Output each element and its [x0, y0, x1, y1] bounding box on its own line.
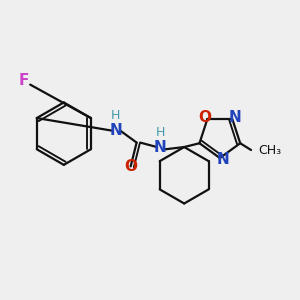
Text: O: O	[198, 110, 211, 125]
Text: N: N	[216, 152, 229, 167]
Text: N: N	[154, 140, 167, 154]
Text: N: N	[110, 123, 122, 138]
Text: H: H	[156, 126, 165, 139]
Text: N: N	[229, 110, 242, 125]
Text: O: O	[124, 159, 137, 174]
Text: F: F	[19, 73, 29, 88]
Text: CH₃: CH₃	[259, 143, 282, 157]
Text: H: H	[111, 109, 121, 122]
